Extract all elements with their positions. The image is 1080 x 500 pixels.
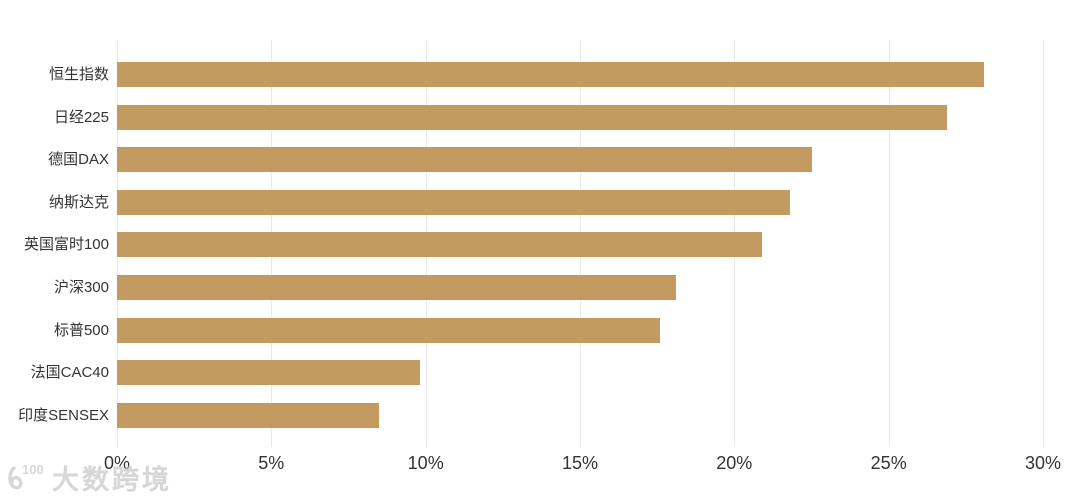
chart-row: 法国CAC40 — [0, 360, 1080, 386]
bar-恒生指数 — [117, 62, 985, 87]
category-label: 恒生指数 — [48, 66, 109, 83]
bar-德国DAX — [117, 147, 812, 173]
chart-row: 日经225 — [0, 104, 1080, 130]
chart-row: 印度SENSEX — [0, 402, 1080, 428]
x-tick-label: 0% — [103, 453, 130, 473]
bar-印度SENSEX — [117, 402, 380, 428]
bar-沪深300 — [117, 275, 676, 300]
bar-日经225 — [117, 104, 948, 130]
x-tick-label: 5% — [258, 453, 285, 473]
x-tick-label: 25% — [870, 453, 907, 473]
chart-row: 标普500 — [0, 317, 1080, 343]
x-tick-label: 10% — [407, 453, 444, 473]
dashu-100-logo-icon: 100 — [8, 462, 44, 489]
bar-法国CAC40 — [117, 360, 420, 386]
chart-row: 纳斯达克 — [0, 189, 1080, 215]
bar-英国富时100 — [117, 232, 763, 258]
x-tick-label: 20% — [716, 453, 753, 473]
category-label: 纳斯达克 — [48, 193, 109, 211]
chart-row: 恒生指数 — [0, 62, 1080, 87]
chart-row: 德国DAX — [0, 147, 1080, 173]
category-label: 沪深300 — [53, 279, 109, 296]
category-label: 法国CAC40 — [30, 364, 109, 382]
category-label: 日经225 — [53, 108, 109, 126]
watermark-logo-100: 100 — [22, 462, 44, 477]
chart-row: 英国富时100 — [0, 232, 1080, 258]
bar-纳斯达克 — [117, 189, 790, 215]
category-label: 英国富时100 — [23, 236, 109, 254]
bar-标普500 — [117, 317, 661, 343]
chart-row: 沪深300 — [0, 275, 1080, 300]
x-tick-label: 30% — [1024, 453, 1062, 473]
gridline-25% — [888, 40, 890, 447]
x-tick-label: 15% — [561, 453, 599, 473]
gridline-30% — [1043, 40, 1044, 447]
category-label: 德国DAX — [48, 151, 109, 169]
category-label: 印度SENSEX — [18, 406, 109, 424]
category-label: 标普500 — [53, 321, 109, 339]
